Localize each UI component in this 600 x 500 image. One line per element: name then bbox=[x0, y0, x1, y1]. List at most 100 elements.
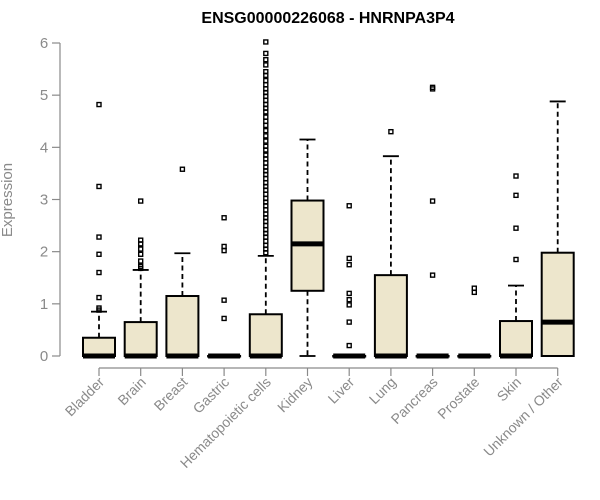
box-group bbox=[82, 101, 116, 359]
outlier-point bbox=[513, 173, 519, 179]
outlier-point bbox=[429, 86, 436, 92]
outlier-point bbox=[96, 234, 102, 240]
y-tick-label: 1 bbox=[40, 296, 48, 313]
outlier-point bbox=[263, 218, 269, 225]
y-tick-label: 5 bbox=[40, 87, 48, 104]
outlier-point bbox=[263, 82, 269, 88]
outlier-point bbox=[263, 147, 269, 153]
x-tick-label: Prostate bbox=[434, 374, 482, 422]
box-iqr bbox=[82, 336, 116, 358]
x-tick-label: Kidney bbox=[274, 374, 316, 416]
outlier-point bbox=[221, 247, 227, 254]
box-group bbox=[415, 84, 450, 359]
outlier-point bbox=[429, 198, 436, 204]
outlier-point bbox=[263, 109, 269, 115]
x-tick-label: Brain bbox=[114, 374, 148, 408]
outlier-point bbox=[263, 138, 269, 144]
outlier-point bbox=[263, 97, 269, 104]
outlier-point bbox=[513, 192, 519, 199]
outlier-point bbox=[346, 262, 352, 268]
x-tick-label: Breast bbox=[151, 374, 191, 414]
outlier-point bbox=[96, 183, 102, 190]
y-tick-label: 2 bbox=[40, 244, 48, 261]
outlier-point bbox=[96, 307, 102, 313]
outlier-point bbox=[346, 290, 352, 297]
y-tick-label: 4 bbox=[40, 139, 48, 156]
boxes bbox=[82, 39, 575, 359]
x-tick-label: Skin bbox=[494, 374, 525, 405]
outlier-point bbox=[429, 272, 436, 278]
outlier-point bbox=[137, 246, 144, 252]
outlier-point bbox=[263, 118, 269, 124]
outlier-point bbox=[346, 255, 352, 262]
outlier-point bbox=[137, 265, 144, 272]
box-iqr bbox=[248, 313, 283, 357]
box-group bbox=[207, 215, 242, 359]
outlier-point bbox=[263, 207, 269, 213]
outlier-point bbox=[221, 297, 227, 303]
box-iqr bbox=[165, 295, 200, 357]
outlier-point bbox=[388, 128, 394, 135]
outlier-point bbox=[263, 156, 269, 162]
outlier-point bbox=[263, 203, 269, 209]
box-group bbox=[457, 285, 492, 359]
outlier-point bbox=[263, 56, 269, 63]
chart-title: ENSG00000226068 - HNRNPA3P4 bbox=[201, 10, 454, 27]
x-tick-label: Lung bbox=[366, 374, 399, 407]
outlier-point bbox=[346, 319, 352, 325]
outlier-point bbox=[96, 101, 102, 108]
y-tick-label: 3 bbox=[40, 192, 48, 209]
outlier-point bbox=[263, 114, 269, 120]
box-group bbox=[165, 166, 200, 359]
box-group bbox=[499, 173, 533, 359]
outlier-point bbox=[346, 296, 352, 303]
box-group bbox=[290, 138, 325, 357]
x-tick-label: Liver bbox=[325, 374, 358, 407]
outlier-point bbox=[263, 122, 269, 129]
y-axis-label: Expression bbox=[0, 163, 16, 237]
box-group bbox=[540, 100, 575, 358]
outlier-point bbox=[96, 294, 102, 301]
outlier-point bbox=[263, 187, 269, 193]
box-iqr bbox=[499, 320, 533, 358]
outlier-point bbox=[263, 133, 269, 139]
y-axis: 0 1 2 3 4 5 6 bbox=[40, 35, 61, 365]
y-tick-label: 6 bbox=[40, 35, 48, 52]
outlier-point bbox=[513, 225, 519, 231]
outlier-point bbox=[263, 191, 269, 197]
outlier-point bbox=[263, 175, 269, 182]
box-group bbox=[248, 39, 283, 359]
outlier-point bbox=[221, 243, 227, 250]
outlier-point bbox=[263, 127, 269, 134]
outlier-point bbox=[346, 302, 352, 308]
outlier-point bbox=[96, 251, 102, 257]
outlier-point bbox=[263, 238, 269, 244]
y-tick-label: 0 bbox=[40, 348, 48, 365]
outlier-point bbox=[263, 234, 269, 240]
box-group bbox=[332, 203, 367, 359]
outlier-point bbox=[263, 72, 269, 79]
x-tick-label: Bladder bbox=[62, 374, 108, 420]
outlier-point bbox=[263, 160, 269, 166]
outlier-point bbox=[263, 93, 269, 99]
outlier-point bbox=[471, 285, 477, 291]
outlier-point bbox=[221, 315, 227, 322]
outlier-point bbox=[96, 269, 102, 276]
x-tick-label: Unknown / Other bbox=[480, 374, 566, 460]
outlier-point bbox=[137, 258, 144, 264]
box-iqr bbox=[123, 321, 158, 358]
outlier-point bbox=[346, 342, 352, 349]
box-group bbox=[373, 128, 408, 359]
outlier-point bbox=[137, 241, 144, 247]
outlier-point bbox=[346, 203, 352, 209]
box-group bbox=[123, 198, 158, 359]
box-iqr bbox=[373, 274, 408, 357]
outlier-point bbox=[263, 77, 269, 84]
outlier-point bbox=[513, 256, 519, 263]
outlier-point bbox=[263, 250, 269, 256]
outlier-point bbox=[263, 62, 269, 68]
outlier-point bbox=[179, 166, 186, 172]
outlier-point bbox=[221, 215, 227, 221]
